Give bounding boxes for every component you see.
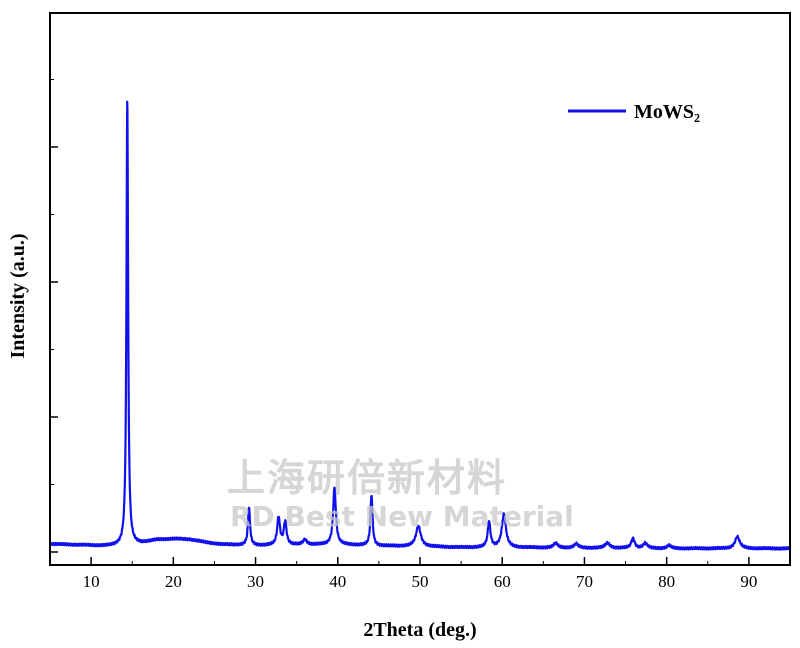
x-tick-label: 40 [329,572,346,591]
legend-label: MoWS₂ [634,101,700,123]
x-tick-label: 90 [740,572,757,591]
x-tick-label: 20 [165,572,182,591]
x-tick-label: 30 [247,572,264,591]
x-tick-label: 80 [658,572,675,591]
legend: MoWS₂ [568,101,700,123]
x-axis-title: 2Theta (deg.) [363,619,476,641]
y-axis-ticks [50,79,58,553]
y-axis-title: Intensity (a.u.) [7,233,29,358]
x-axis-ticks: 10 20 30 40 50 60 70 80 90 [49,557,791,591]
x-tick-label: 60 [494,572,511,591]
watermark-chinese: 上海研倍新材料 [227,456,508,500]
x-tick-label: 70 [576,572,593,591]
series-line-mows2 [49,100,791,551]
plot-frame [49,12,791,566]
x-tick-label: 50 [412,572,429,591]
watermark-english: RD Best New Material [230,500,574,533]
x-tick-label: 10 [83,572,100,591]
